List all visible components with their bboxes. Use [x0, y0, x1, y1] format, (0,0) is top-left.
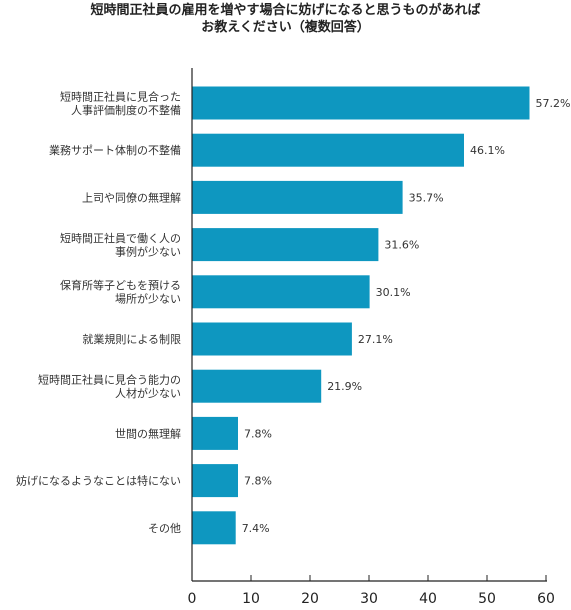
value-label-1: 57.2% — [536, 97, 571, 110]
value-label-7: 21.9% — [327, 380, 362, 393]
x-tick-label-40: 40 — [419, 591, 437, 607]
value-label-8: 7.8% — [244, 427, 272, 440]
bar-10 — [192, 511, 236, 545]
bar-8 — [192, 416, 238, 450]
x-tick-label-60: 60 — [537, 591, 555, 607]
bar-7 — [192, 369, 322, 403]
value-label-6: 27.1% — [358, 333, 393, 346]
category-label-3: 上司や同僚の無理解 — [82, 190, 181, 204]
chart-title-line-1: 短時間正社員の雇用を増やす場合に妨げになると思うものがあれば — [90, 3, 481, 18]
category-label-7-line-2: 人材が少ない — [115, 386, 181, 400]
category-label-5-line-1: 保育所等子どもを預ける — [60, 278, 181, 292]
category-label-4-line-2: 事例が少ない — [115, 244, 181, 258]
value-label-5: 30.1% — [376, 286, 411, 299]
value-label-2: 46.1% — [470, 144, 505, 157]
x-tick-label-0: 0 — [188, 591, 197, 607]
category-label-1-line-1: 短時間正社員に見合った — [60, 89, 181, 103]
category-label-1-line-2: 人事評価制度の不整備 — [71, 103, 181, 117]
x-tick-label-10: 10 — [242, 591, 260, 607]
category-label-7-line-1: 短時間正社員に見合う能力の — [38, 373, 181, 387]
category-label-6: 就業規則による制限 — [82, 332, 181, 346]
value-label-10: 7.4% — [242, 522, 270, 535]
category-label-4-line-1: 短時間正社員で働く人の — [60, 231, 181, 245]
chart-title-line-2: お教えください（複数回答） — [201, 20, 370, 35]
bar-1 — [192, 86, 530, 120]
value-label-4: 31.6% — [384, 239, 419, 252]
bar-3 — [192, 180, 403, 214]
bar-5 — [192, 275, 370, 309]
bar-9 — [192, 464, 238, 498]
value-label-9: 7.8% — [244, 475, 272, 488]
category-label-10: その他 — [148, 522, 181, 535]
category-label-9: 妨げになるようなことは特にない — [16, 474, 181, 488]
x-tick-label-50: 50 — [478, 591, 496, 607]
category-label-5-line-2: 場所が少ない — [115, 292, 181, 306]
bar-6 — [192, 322, 352, 356]
chart-title: 短時間正社員の雇用を増やす場合に妨げになると思うものがあれば お教えください（複… — [0, 2, 571, 36]
bar-4 — [192, 228, 379, 262]
value-label-3: 35.7% — [409, 191, 444, 204]
x-tick-label-30: 30 — [360, 591, 378, 607]
x-tick-label-20: 20 — [301, 591, 319, 607]
category-label-8: 世間の無理解 — [115, 426, 181, 440]
category-label-2: 業務サポート体制の不整備 — [49, 143, 181, 157]
bar-2 — [192, 133, 464, 167]
